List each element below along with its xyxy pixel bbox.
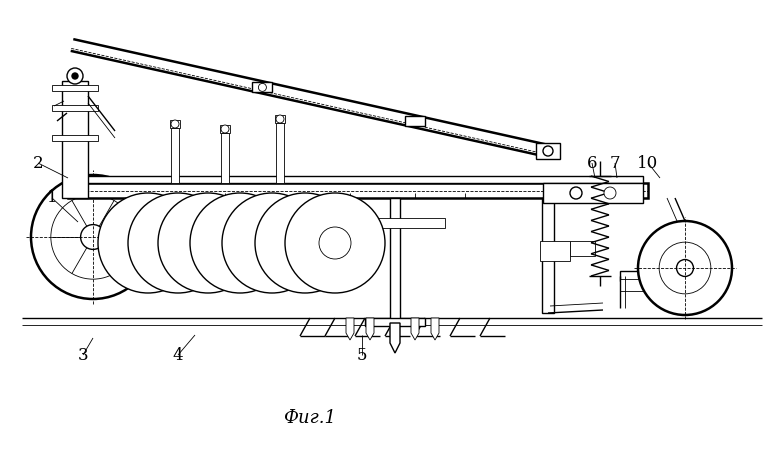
Bar (405, 116, 425, 126)
Circle shape (285, 193, 385, 293)
Circle shape (258, 83, 267, 92)
Bar (390, 198, 400, 323)
Circle shape (570, 187, 582, 199)
Bar (253, 83, 272, 92)
Bar (620, 271, 675, 281)
Bar (345, 218, 445, 228)
Circle shape (132, 227, 164, 259)
Text: Фиг.1: Фиг.1 (283, 409, 336, 427)
Circle shape (128, 193, 228, 293)
Bar (570, 241, 595, 256)
Circle shape (171, 120, 179, 128)
Circle shape (162, 227, 194, 259)
Bar (365, 318, 425, 326)
Circle shape (659, 242, 711, 294)
Circle shape (638, 221, 732, 315)
Bar (276, 123, 284, 183)
Circle shape (190, 193, 290, 293)
Text: 3: 3 (78, 346, 88, 364)
Circle shape (98, 193, 198, 293)
Text: 4: 4 (172, 346, 183, 364)
Circle shape (543, 146, 553, 156)
Bar (52, 105, 98, 111)
Circle shape (276, 115, 284, 123)
Text: 1: 1 (47, 189, 57, 207)
Bar (68, 183, 648, 198)
Text: 5: 5 (356, 346, 367, 364)
Bar (171, 128, 179, 183)
Text: 7: 7 (610, 155, 620, 171)
Circle shape (192, 227, 224, 259)
Bar (221, 133, 229, 183)
Circle shape (224, 227, 256, 259)
Bar (540, 241, 570, 261)
Circle shape (255, 193, 355, 293)
Bar (170, 120, 180, 128)
Bar (275, 115, 285, 123)
Text: 10: 10 (637, 155, 658, 171)
Polygon shape (390, 323, 400, 353)
Circle shape (158, 193, 258, 293)
Text: 2: 2 (33, 155, 44, 171)
Polygon shape (366, 318, 374, 340)
Circle shape (256, 227, 288, 259)
Polygon shape (346, 318, 354, 340)
Bar (220, 125, 230, 133)
Bar (543, 183, 643, 203)
Bar (52, 85, 98, 91)
Circle shape (221, 125, 229, 133)
Circle shape (72, 73, 78, 79)
Circle shape (51, 195, 135, 279)
Bar (52, 135, 98, 141)
Circle shape (67, 68, 83, 84)
Text: 6: 6 (587, 155, 597, 171)
Bar (536, 143, 560, 159)
Circle shape (31, 175, 155, 299)
Circle shape (319, 227, 351, 259)
Bar (542, 198, 554, 313)
Bar (73, 176, 643, 183)
Polygon shape (411, 318, 419, 340)
Circle shape (676, 259, 693, 276)
Circle shape (289, 227, 321, 259)
Bar (620, 279, 675, 291)
Circle shape (604, 187, 616, 199)
Bar (62, 81, 88, 198)
Circle shape (80, 225, 105, 249)
Circle shape (222, 193, 322, 293)
Polygon shape (431, 318, 439, 340)
